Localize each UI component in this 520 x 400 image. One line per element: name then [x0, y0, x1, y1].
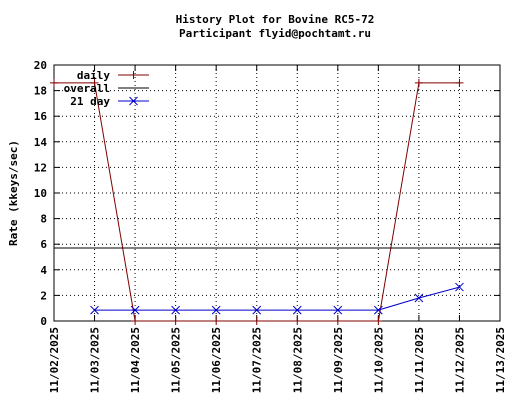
- series-layer: [50, 78, 500, 325]
- chart-subtitle: Participant flyid@pochtamt.ru: [179, 27, 371, 40]
- data-point: [374, 317, 383, 325]
- data-point: [171, 317, 180, 325]
- data-point: [131, 317, 140, 325]
- x-tick-label: 11/04/2025: [129, 327, 142, 393]
- data-point: [171, 305, 180, 315]
- y-tick-label: 20: [34, 59, 47, 72]
- grid-lines: [54, 65, 500, 321]
- x-tick-label: 11/09/2025: [332, 327, 345, 393]
- series-line: [94, 286, 460, 311]
- data-point: [455, 78, 464, 87]
- y-tick-label: 16: [34, 110, 48, 123]
- chart-title: History Plot for Bovine RC5-72: [176, 13, 375, 26]
- legend-label: daily: [77, 69, 110, 82]
- data-point: [252, 317, 261, 325]
- x-tick-label: 11/07/2025: [251, 327, 264, 393]
- x-tick-label: 11/12/2025: [453, 327, 466, 393]
- data-point: [50, 78, 58, 87]
- data-point: [293, 317, 302, 325]
- y-tick-label: 12: [34, 161, 47, 174]
- data-point: [252, 305, 262, 315]
- data-point: [292, 305, 302, 315]
- plot-frame: [53, 64, 501, 322]
- legend-label: overall: [64, 82, 110, 95]
- x-tick-label: 11/05/2025: [170, 327, 183, 393]
- y-tick-label: 8: [40, 213, 47, 226]
- y-tick-label: 10: [34, 187, 47, 200]
- data-point: [130, 305, 140, 315]
- data-point: [129, 96, 138, 106]
- y-tick-label: 18: [34, 85, 47, 98]
- data-point: [374, 305, 383, 315]
- data-point: [414, 78, 423, 87]
- data-point: [211, 305, 221, 315]
- series-1: [50, 78, 464, 325]
- y-axis-label: Rate (kkeys/sec): [7, 140, 20, 246]
- x-tick-label: 11/03/2025: [89, 327, 102, 393]
- y-tick-label: 6: [40, 238, 47, 251]
- y-tick-label: 14: [34, 136, 48, 149]
- data-point: [90, 78, 99, 87]
- data-point: [333, 305, 343, 315]
- x-tick-label: 11/06/2025: [210, 327, 223, 393]
- data-point: [212, 317, 221, 325]
- data-point: [414, 293, 424, 303]
- x-tick-label: 11/13/2025: [494, 327, 507, 393]
- x-tick-label: 11/08/2025: [291, 327, 304, 393]
- data-point: [90, 305, 99, 315]
- series-3: [90, 282, 464, 315]
- y-tick-label: 0: [40, 315, 47, 328]
- data-point: [129, 71, 138, 79]
- data-point: [455, 282, 464, 292]
- y-tick-label: 4: [40, 264, 47, 277]
- axis-ticks: 0 2 4 6 8 10 12 14 16 18 20 11/02/2025 11/03/2025 11/…: [34, 59, 507, 393]
- x-tick-label: 11/02/2025: [48, 327, 61, 393]
- data-point: [333, 317, 342, 325]
- legend-label: 21 day: [70, 95, 110, 108]
- x-tick-label: 11/10/2025: [372, 327, 385, 393]
- x-tick-label: 11/11/2025: [413, 327, 426, 393]
- y-tick-label: 2: [40, 289, 47, 302]
